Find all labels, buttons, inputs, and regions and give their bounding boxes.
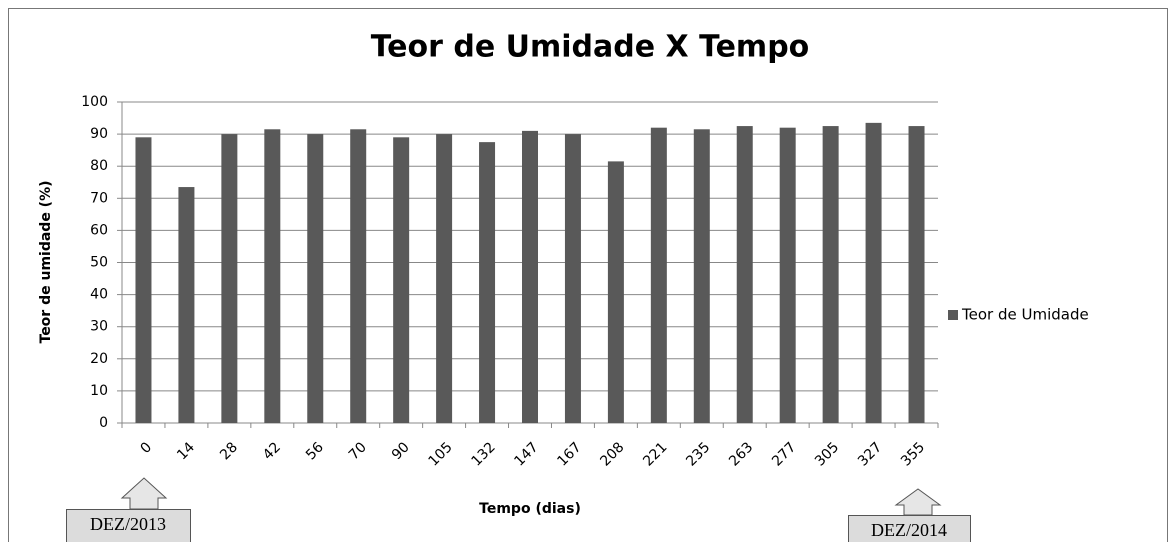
- bar: [564, 134, 581, 423]
- x-tick-label: 132: [468, 439, 498, 469]
- bar: [522, 130, 538, 423]
- x-tick-label: 235: [683, 439, 713, 469]
- legend-swatch: [948, 310, 958, 320]
- y-tick-label: 50: [90, 255, 108, 271]
- chart-frame: [8, 8, 1168, 542]
- x-tick-label: 56: [303, 439, 327, 463]
- x-tick-label: 0: [138, 439, 156, 457]
- x-tick-label: 355: [898, 439, 928, 469]
- y-tick-label: 60: [90, 222, 108, 238]
- x-tick-label: 167: [554, 439, 584, 469]
- bar: [135, 137, 152, 423]
- annotation-text: DEZ/2013: [90, 514, 166, 534]
- annotation-2014: DEZ/2014: [848, 488, 971, 542]
- bar: [650, 127, 667, 424]
- annotation-arrow: [120, 477, 168, 510]
- bar: [307, 134, 324, 423]
- bar: [436, 134, 453, 423]
- x-tick-label: 70: [346, 439, 370, 463]
- x-tick-label: 14: [174, 439, 198, 463]
- x-tick-label: 90: [389, 439, 413, 463]
- annotation-2013: DEZ/2013: [66, 477, 191, 542]
- x-tick-label: 221: [640, 439, 670, 469]
- bar: [221, 134, 238, 423]
- chart-title: Teor de Umidade X Tempo: [371, 30, 810, 65]
- bar: [822, 126, 839, 423]
- bar: [350, 129, 367, 423]
- x-tick-label: 208: [597, 439, 627, 469]
- x-tick-label: 105: [426, 439, 456, 469]
- y-axis-label: Teor de umidade (%): [38, 180, 54, 343]
- x-tick-label: 263: [726, 439, 756, 469]
- x-tick-label: 327: [855, 439, 885, 469]
- x-axis-label: Tempo (dias): [479, 501, 581, 517]
- x-tick-label: 42: [260, 439, 284, 463]
- bar: [908, 126, 925, 423]
- annotation-box: [66, 509, 191, 542]
- bar: [693, 129, 710, 423]
- y-tick-label: 100: [81, 94, 108, 110]
- y-tick-label: 0: [99, 415, 108, 431]
- x-tick-label: 305: [812, 439, 842, 469]
- y-tick-label: 90: [90, 126, 108, 142]
- annotation-text: DEZ/2014: [871, 520, 947, 540]
- y-tick-label: 30: [90, 319, 108, 335]
- annotation-box: [848, 515, 971, 542]
- bar: [178, 187, 195, 423]
- x-tick-label: 277: [769, 439, 799, 469]
- legend-label: Teor de Umidade: [961, 306, 1089, 324]
- bar: [779, 127, 796, 424]
- x-tick-label: 28: [217, 439, 241, 463]
- y-tick-label: 80: [90, 158, 108, 174]
- bar: [736, 126, 753, 423]
- y-tick-label: 20: [90, 351, 108, 367]
- bar: [865, 122, 882, 424]
- x-tick-label: 147: [511, 439, 541, 469]
- bar: [607, 161, 624, 423]
- y-tick-label: 10: [90, 383, 108, 399]
- y-tick-label: 40: [90, 287, 108, 303]
- bar: [264, 129, 281, 423]
- annotation-arrow: [894, 488, 942, 516]
- bar: [479, 142, 496, 423]
- bar: [393, 137, 410, 423]
- y-tick-label: 70: [90, 190, 108, 206]
